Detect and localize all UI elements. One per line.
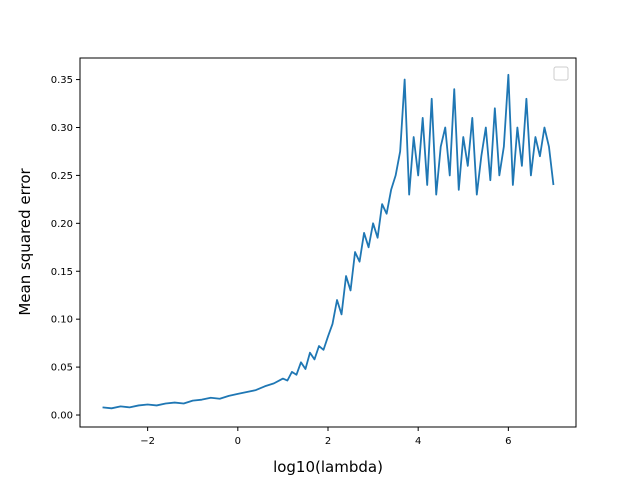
x-tick-label: 0	[235, 436, 241, 447]
axes-frame	[79, 57, 577, 428]
y-tick-label: 0.05	[51, 363, 73, 374]
x-tick-label: 4	[415, 436, 421, 447]
y-tick-label: 0.10	[51, 315, 73, 326]
x-axis-ticks: −2 0 2 4 6	[140, 427, 512, 447]
y-axis-label: Mean squared error	[16, 167, 34, 315]
y-tick-label: 0.25	[51, 171, 73, 182]
x-tick-label: −2	[140, 436, 155, 447]
y-tick-label: 0.00	[51, 411, 73, 422]
series-line-0	[102, 73, 555, 410]
x-tick-label: 6	[505, 436, 511, 447]
y-axis-ticks: 0.00 0.05 0.10 0.15 0.20 0.25 0.30 0.35	[51, 75, 80, 422]
y-tick-label: 0.15	[51, 267, 73, 278]
y-tick-label: 0.35	[51, 75, 73, 86]
y-tick-label: 0.30	[51, 123, 73, 134]
x-axis-label: log10(lambda)	[273, 458, 383, 476]
x-tick-label: 2	[325, 436, 331, 447]
y-tick-label: 0.20	[51, 219, 73, 230]
legend-box	[553, 66, 569, 81]
series-layer	[102, 73, 555, 410]
